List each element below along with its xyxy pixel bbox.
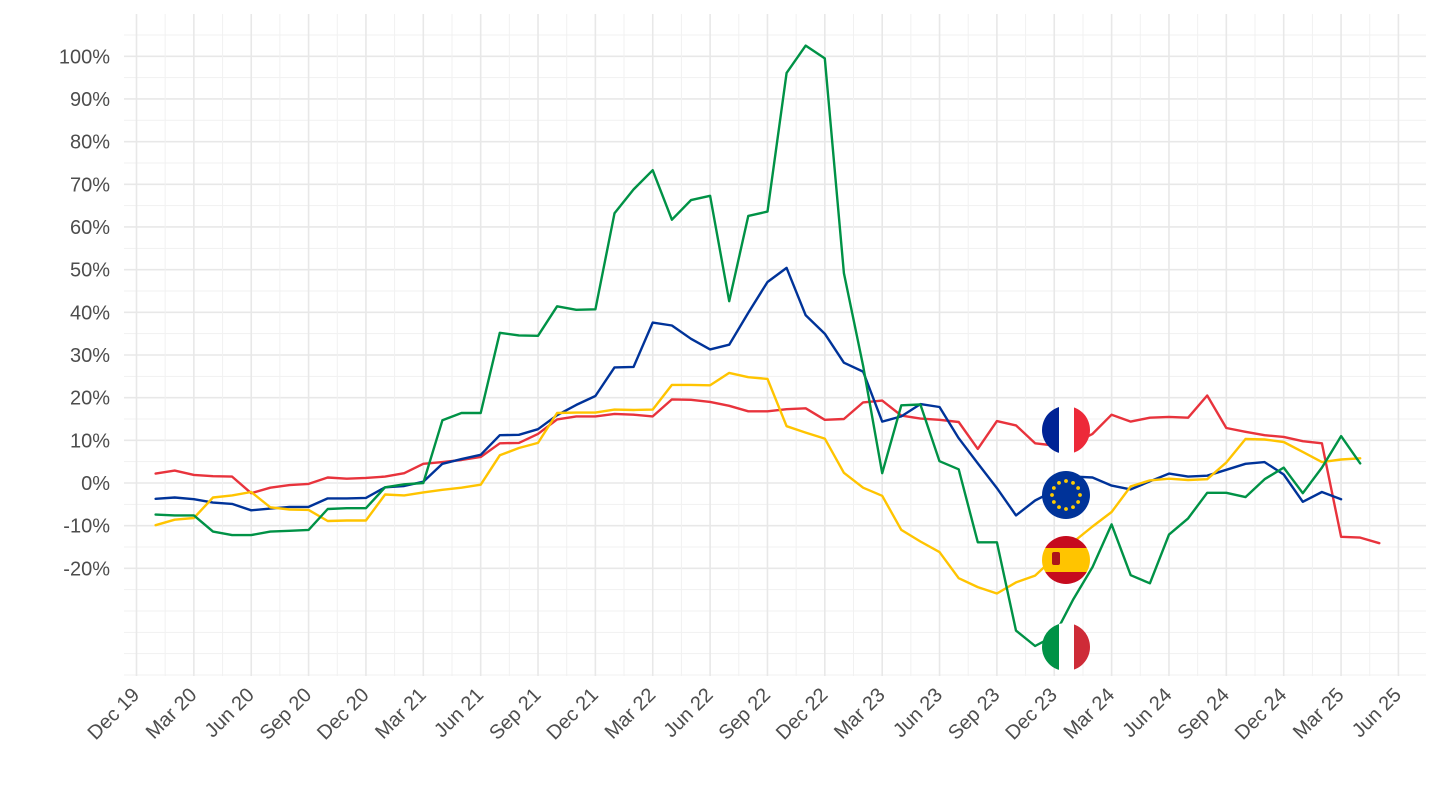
italy-series-line (154, 44, 1362, 648)
eu-flag-icon (1042, 471, 1090, 519)
x-tick-label: Dec 21 (543, 684, 603, 744)
x-tick-label: Sep 24 (1173, 684, 1233, 744)
x-tick-label: Jun 20 (201, 684, 259, 742)
eu-star (1051, 500, 1056, 504)
y-tick-label: 100% (59, 46, 110, 68)
x-tick-label: Dec 19 (84, 684, 144, 744)
x-tick-label: Dec 20 (313, 684, 373, 744)
eu-star (1071, 480, 1075, 485)
spain-flag-icon (1042, 536, 1090, 584)
eu-star (1050, 493, 1054, 497)
x-tick-label: Mar 21 (371, 684, 431, 744)
eu-star (1051, 486, 1056, 490)
eu-series-line (154, 266, 1343, 517)
eu-star (1078, 493, 1082, 497)
x-tick-label: Sep 23 (944, 684, 1004, 744)
y-tick-label: 70% (70, 174, 110, 196)
france-flag-icon (1042, 406, 1090, 454)
y-axis: -20% -10% 0% 10% 20% 30% 40% 50% 60% 70% 80% 90% 100… (59, 46, 110, 580)
y-tick-label: 80% (70, 132, 110, 154)
y-tick-label: 60% (70, 217, 110, 239)
x-tick-label: Jun 25 (1348, 684, 1406, 742)
eu-star (1076, 486, 1081, 490)
x-tick-label: Mar 25 (1289, 684, 1349, 744)
x-tick-label: Dec 24 (1231, 684, 1291, 744)
y-tick-label: 20% (70, 388, 110, 410)
y-tick-label: -20% (63, 558, 110, 580)
x-tick-label: Jun 23 (889, 684, 947, 742)
eu-star (1064, 479, 1068, 483)
x-tick-label: Sep 21 (485, 684, 545, 744)
eu-star (1076, 500, 1081, 504)
spain-series-line (154, 371, 1362, 595)
x-tick-label: Mar 23 (830, 684, 890, 744)
x-tick-label: Jun 24 (1118, 684, 1176, 742)
y-tick-label: 0% (81, 473, 110, 495)
italy-flag-icon (1042, 623, 1090, 671)
x-tick-label: Mar 24 (1060, 684, 1120, 744)
eu-star (1057, 505, 1061, 510)
eu-star (1064, 507, 1068, 511)
y-tick-label: 30% (70, 345, 110, 367)
y-tick-label: 40% (70, 302, 110, 324)
x-tick-label: Dec 23 (1001, 684, 1061, 744)
x-tick-label: Mar 22 (601, 684, 661, 744)
y-tick-label: 50% (70, 260, 110, 282)
x-tick-label: Dec 22 (772, 684, 832, 744)
france-series-line (154, 394, 1381, 545)
grid (124, 14, 1426, 676)
series-lines (154, 44, 1381, 648)
x-tick-label: Mar 20 (142, 684, 202, 744)
y-tick-label: 10% (70, 430, 110, 452)
eu-star (1071, 505, 1075, 510)
flag-legend (1042, 406, 1090, 671)
x-tick-label: Sep 22 (715, 684, 775, 744)
x-tick-label: Jun 22 (660, 684, 718, 742)
y-tick-label: -10% (63, 516, 110, 538)
eu-star (1057, 480, 1061, 485)
x-tick-label: Sep 20 (256, 684, 316, 744)
y-tick-label: 90% (70, 89, 110, 111)
x-tick-label: Jun 21 (430, 684, 488, 742)
